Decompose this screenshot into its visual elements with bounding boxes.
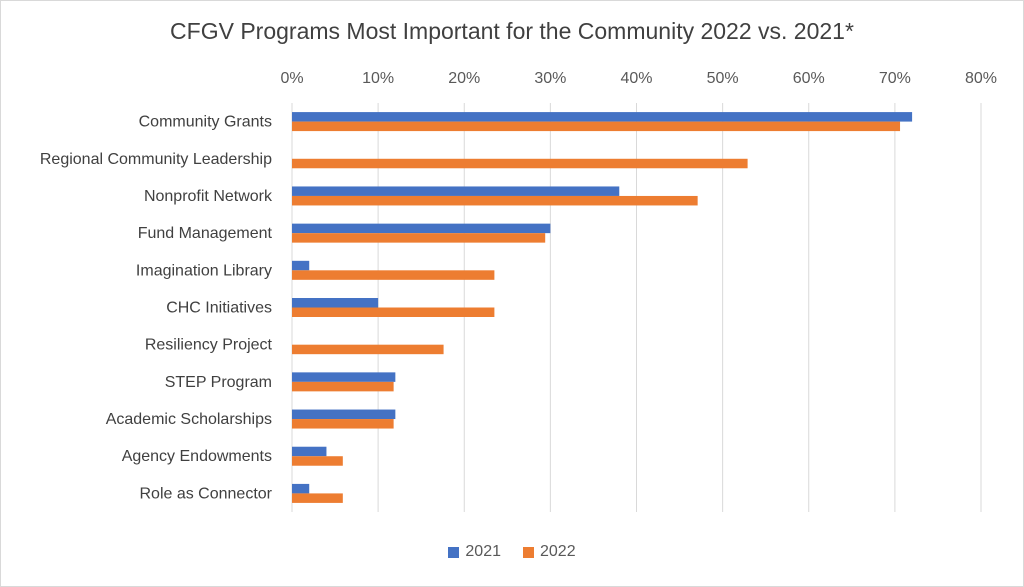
bar-2022 [292, 493, 343, 503]
bar-2022 [292, 233, 546, 243]
legend-item: 2022 [523, 543, 576, 561]
category-label: Resiliency Project [145, 337, 273, 354]
category-label: Community Grants [139, 114, 272, 131]
x-tick-label: 0% [280, 70, 303, 87]
x-tick-label: 30% [534, 70, 566, 87]
bar-2022 [292, 381, 394, 392]
x-tick-label: 40% [620, 70, 652, 87]
category-label: Imagination Library [136, 262, 272, 279]
category-label: CHC Initiatives [166, 300, 272, 317]
bar-2021 [292, 186, 620, 196]
legend-swatch [448, 546, 460, 558]
legend-label: 2022 [540, 543, 576, 560]
x-tick-label: 70% [879, 70, 911, 87]
bar-2022 [292, 195, 698, 206]
bar-2022 [292, 307, 495, 317]
category-label: Regional Community Leadership [40, 151, 272, 168]
bar-2022 [292, 419, 394, 429]
bar-2022 [292, 158, 748, 169]
category-label: STEP Program [165, 374, 272, 391]
bar-2021 [292, 372, 396, 382]
bar-2022 [292, 344, 444, 355]
category-label: Academic Scholarships [106, 411, 272, 428]
legend-label: 2021 [465, 543, 501, 560]
bar-2021 [292, 483, 310, 494]
legend: 2021 2022 [0, 543, 1024, 561]
category-label: Agency Endowments [122, 448, 272, 465]
bar-2022 [292, 270, 495, 280]
x-tick-label: 10% [362, 70, 394, 87]
bar-2021 [292, 260, 310, 271]
category-label: Role as Connector [139, 485, 272, 502]
bar-2022 [292, 456, 343, 466]
category-label: Fund Management [138, 225, 273, 242]
bar-2021 [292, 409, 396, 420]
x-tick-label: 60% [793, 70, 825, 87]
legend-item: 2021 [448, 543, 501, 561]
chart-title: CFGV Programs Most Important for the Com… [170, 18, 854, 44]
bar-2021 [292, 223, 551, 234]
bar-2022 [292, 121, 901, 132]
x-tick-label: 50% [707, 70, 739, 87]
category-label: Nonprofit Network [144, 188, 273, 205]
bar-2021 [292, 298, 379, 308]
legend-swatch [523, 546, 534, 558]
bar-2021 [292, 446, 327, 457]
x-tick-label: 80% [965, 70, 997, 87]
bar-2021 [292, 112, 913, 122]
x-tick-label: 20% [448, 70, 480, 87]
